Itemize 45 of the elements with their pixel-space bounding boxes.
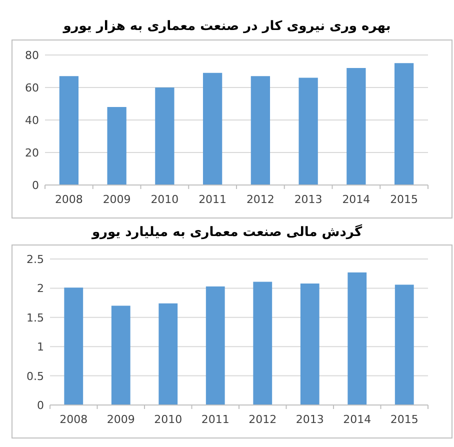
bar — [202, 72, 222, 185]
bar — [394, 284, 414, 405]
bar — [253, 282, 272, 405]
bar — [111, 306, 130, 405]
y-tick-label: 60 — [25, 82, 39, 94]
y-tick-label: 0 — [32, 179, 39, 192]
x-tick-label: 2015 — [390, 413, 418, 426]
chart-title: بهره وری نیروی کار در صنعت معماری به هزار یورو — [62, 19, 391, 34]
x-tick-label: 2014 — [342, 193, 370, 206]
x-tick-label: 2011 — [201, 413, 230, 426]
x-tick-label: 2013 — [294, 193, 322, 206]
bar — [250, 76, 270, 185]
x-tick-label: 2009 — [106, 413, 135, 426]
x-tick-label: 2014 — [343, 413, 372, 426]
y-tick-label: 80 — [25, 49, 39, 62]
bar — [394, 63, 414, 185]
y-tick-label: 0 — [37, 399, 44, 412]
y-tick-label: 2.5 — [26, 253, 44, 266]
x-tick-label: 2009 — [102, 193, 131, 206]
x-tick-label: 2011 — [198, 193, 227, 206]
bar — [346, 68, 366, 185]
bar — [107, 107, 126, 185]
bar — [298, 78, 318, 185]
y-tick-label: 20 — [25, 146, 39, 160]
bar — [155, 88, 174, 185]
y-tick-label: 40 — [25, 114, 39, 127]
x-tick-label: 2008 — [54, 193, 83, 206]
bar — [59, 76, 79, 185]
bar — [158, 303, 178, 405]
x-tick-label: 2015 — [390, 193, 418, 206]
y-tick-label: 1 — [37, 340, 44, 354]
x-tick-label: 2012 — [248, 413, 277, 426]
x-tick-label: 2010 — [154, 413, 182, 426]
y-tick-label: 2 — [37, 282, 44, 296]
y-tick-label: 0.5 — [26, 370, 44, 383]
y-tick-label: 1.5 — [26, 311, 44, 324]
x-tick-label: 2010 — [150, 193, 179, 206]
bar — [206, 286, 225, 405]
x-tick-label: 2008 — [60, 413, 88, 426]
bar — [64, 288, 84, 405]
x-tick-label: 2013 — [296, 413, 324, 426]
bar — [300, 284, 320, 405]
bar — [348, 272, 367, 405]
x-tick-label: 2012 — [246, 193, 274, 206]
chart-title: گردش مالی صنعت معماری به میلیارد یورو — [90, 224, 362, 240]
